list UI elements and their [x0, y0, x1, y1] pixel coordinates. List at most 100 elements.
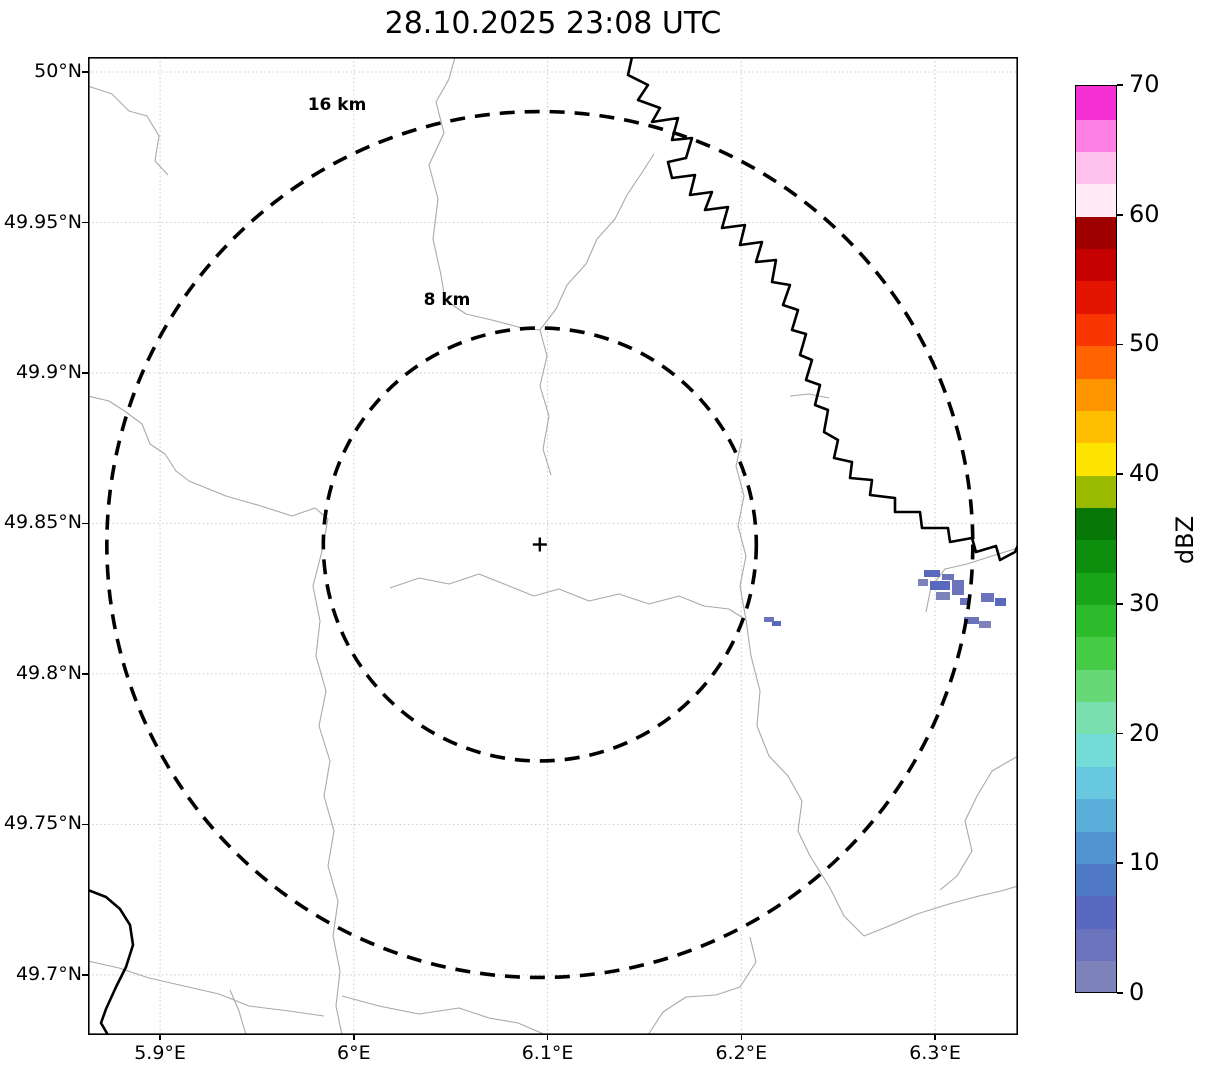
y-tick-label: 49.7°N — [15, 962, 82, 985]
y-tick-mark — [82, 372, 88, 374]
radar-echo-cell — [964, 617, 979, 624]
map-canvas: 16 km 8 km — [86, 55, 1020, 1037]
y-tick-label: 49.9°N — [15, 360, 82, 383]
colorbar-segment — [1076, 183, 1116, 217]
colorbar-segment — [1076, 927, 1116, 961]
y-tick-mark — [82, 522, 88, 525]
range-ring-label: 16 km — [308, 95, 367, 115]
border-line — [789, 393, 830, 399]
plot-title: 28.10.2025 23:08 UTC — [384, 6, 722, 41]
colorbar-segment — [1076, 377, 1116, 411]
colorbar-tick-label: 0 — [1129, 978, 1145, 1006]
radar-echo-cell — [979, 621, 991, 628]
range-ring — [105, 109, 975, 980]
colorbar-segment — [1076, 86, 1116, 120]
colorbar-segment — [1076, 150, 1116, 185]
range-ring — [321, 326, 759, 763]
x-tick-label: 5.9°E — [134, 1042, 186, 1064]
border-line — [229, 989, 247, 1036]
colorbar-segment — [1076, 247, 1116, 282]
colorbar-tick-label: 60 — [1129, 199, 1160, 228]
colorbar-tick-mark — [1117, 862, 1123, 865]
admin-borders-layer — [87, 56, 1019, 1036]
y-tick-mark — [82, 974, 88, 976]
y-tick-mark — [82, 221, 88, 224]
colorbar-tick-mark — [1117, 343, 1123, 346]
range-ring-label: 8 km — [424, 290, 471, 310]
x-tick-mark — [546, 1035, 549, 1040]
border-line — [428, 56, 541, 331]
x-tick-label: 6.2°E — [715, 1042, 768, 1064]
colorbar-tick-label: 70 — [1129, 70, 1160, 98]
border-line — [389, 573, 747, 621]
y-tick-label: 50°N — [34, 60, 82, 83]
x-tick-label: 6.1°E — [521, 1042, 574, 1064]
radar-echo-cell — [960, 598, 970, 605]
border-line — [87, 960, 325, 1017]
colorbar-segment — [1076, 733, 1116, 767]
range-rings-layer: 16 km 8 km — [105, 95, 975, 980]
colorbar-tick-mark — [1117, 732, 1123, 735]
y-tick-label: 49.8°N — [15, 661, 82, 684]
colorbar-segment — [1076, 700, 1116, 735]
colorbar-label: dBZ — [1171, 515, 1199, 565]
colorbar-segment — [1076, 118, 1116, 153]
colorbar-tick-label: 30 — [1129, 588, 1160, 617]
colorbar-segment — [1076, 474, 1116, 508]
colorbar-segment — [1076, 506, 1116, 541]
colorbar-segment — [1076, 830, 1116, 864]
colorbar-segment — [1076, 862, 1116, 897]
y-tick-label: 49.95°N — [3, 210, 82, 233]
radar-echo-cell — [952, 580, 964, 595]
x-tick-mark — [159, 1035, 161, 1040]
colorbar — [1075, 85, 1117, 993]
radar-echo-cell — [995, 598, 1006, 606]
colorbar-segment — [1076, 636, 1116, 670]
plot-frame — [88, 57, 1019, 1036]
border-line — [647, 936, 757, 1036]
border-line — [539, 153, 655, 331]
border-line — [925, 547, 1019, 613]
colorbar-segment — [1076, 409, 1116, 444]
colorbar-segment — [1076, 894, 1116, 929]
radar-echo-cell — [764, 617, 774, 622]
x-tick-mark — [353, 1035, 355, 1040]
colorbar-segment — [1076, 344, 1116, 379]
border-line — [312, 518, 343, 1036]
border-line — [87, 395, 329, 520]
map-plot: 16 km 8 km — [86, 55, 1020, 1037]
radar-echo-cell — [936, 592, 950, 600]
radar-echo-cell — [772, 621, 781, 626]
y-tick-mark — [82, 673, 88, 675]
y-tick-label: 49.85°N — [3, 511, 82, 534]
colorbar-segment — [1076, 668, 1116, 703]
radar-echo-layer — [764, 570, 1006, 628]
x-tick-label: 6.3°E — [909, 1042, 961, 1064]
border-line — [735, 438, 1019, 937]
river-line — [626, 55, 1020, 562]
colorbar-tick-label: 50 — [1129, 329, 1160, 358]
x-tick-mark — [934, 1035, 936, 1040]
colorbar-segment — [1076, 603, 1116, 638]
colorbar-segment — [1076, 215, 1116, 250]
radar-center-marker — [532, 537, 547, 552]
colorbar-segments — [1076, 86, 1116, 992]
colorbar-tick-mark — [1117, 213, 1123, 216]
colorbar-segment — [1076, 797, 1116, 832]
colorbar-segment — [1076, 765, 1116, 800]
river-layer — [86, 55, 1020, 1037]
colorbar-segment — [1076, 312, 1116, 347]
colorbar-segment — [1076, 571, 1116, 606]
radar-echo-cell — [930, 581, 950, 590]
radar-echo-cell — [924, 570, 940, 577]
colorbar-tick-label: 10 — [1129, 848, 1160, 877]
colorbar-tick-mark — [1117, 84, 1123, 86]
radar-echo-cell — [918, 579, 928, 586]
colorbar-tick-mark — [1117, 603, 1123, 605]
river-line — [86, 888, 135, 1037]
border-line — [539, 329, 552, 476]
colorbar-segment — [1076, 539, 1116, 573]
colorbar-tick-mark — [1117, 473, 1123, 475]
x-tick-label: 6°E — [337, 1042, 371, 1064]
